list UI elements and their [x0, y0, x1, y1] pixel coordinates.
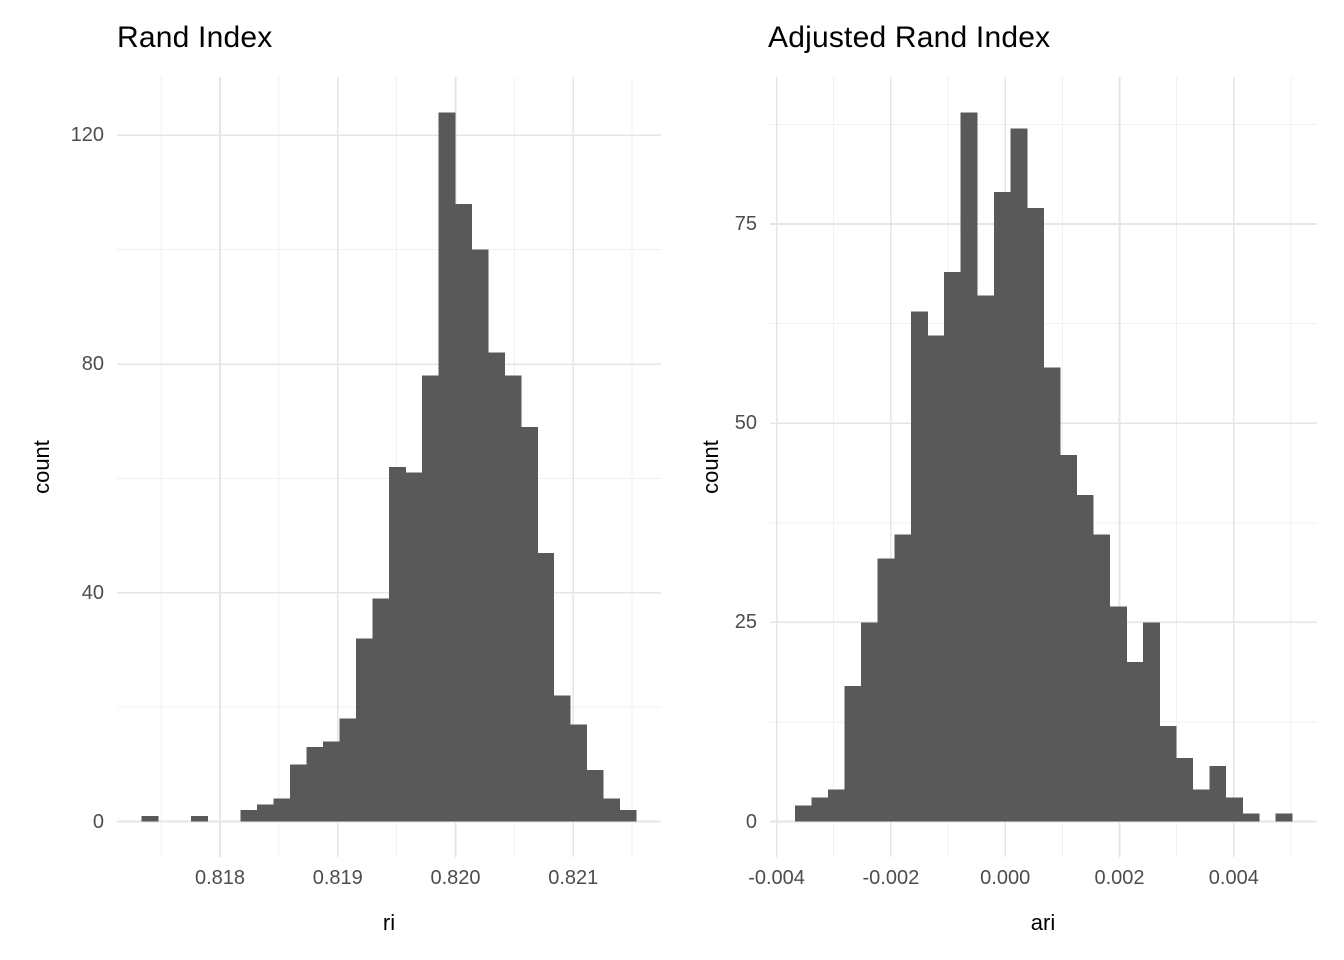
- x-tick-label: 0.821: [548, 867, 599, 889]
- plot-area-rand-index: [117, 77, 661, 857]
- histogram-bar: [1176, 757, 1194, 822]
- histogram-bar: [1275, 813, 1293, 822]
- histogram-bar: [553, 695, 571, 822]
- histogram-bar: [405, 472, 423, 822]
- histogram-bar: [372, 598, 390, 822]
- histogram-bar: [927, 335, 945, 822]
- x-tick-label: -0.002: [862, 867, 920, 889]
- x-tick-label: 0.004: [1208, 867, 1259, 889]
- histogram-bar: [191, 815, 209, 822]
- plot-title-adjusted-rand-index: Adjusted Rand Index: [768, 21, 1051, 54]
- histogram-bar: [1142, 622, 1160, 822]
- histogram-bar: [471, 249, 489, 822]
- plot-title-rand-index: Rand Index: [117, 21, 273, 54]
- histogram-bar: [1242, 813, 1260, 822]
- histogram-bar: [861, 622, 879, 822]
- histogram-bar: [356, 638, 373, 822]
- x-tick-label: 0.820: [430, 867, 481, 889]
- histogram-bar: [487, 352, 505, 822]
- histogram-bar: [520, 426, 538, 822]
- histogram-bar: [1159, 725, 1177, 822]
- histogram-bar: [454, 203, 472, 822]
- histogram-bar: [794, 805, 812, 822]
- y-tick-label: 0: [92, 810, 104, 833]
- histogram-svg: [117, 77, 661, 857]
- histogram-bar: [421, 375, 439, 822]
- x-tick-label: 0.819: [312, 867, 363, 889]
- histogram-bar: [844, 686, 862, 822]
- histogram-bar: [993, 192, 1011, 822]
- histogram-bar: [877, 558, 895, 822]
- histogram-bar: [1060, 455, 1078, 822]
- x-axis-title-ri: ri: [382, 910, 396, 935]
- histogram-bar: [570, 724, 588, 822]
- x-tick-label: 0.818: [194, 867, 246, 889]
- histogram-bar: [1093, 534, 1111, 822]
- histogram-bar: [257, 804, 275, 822]
- x-tick-label: 0.000: [980, 867, 1031, 889]
- histogram-bar: [1209, 765, 1227, 822]
- histogram-bar: [603, 798, 621, 822]
- histogram-bar: [389, 467, 406, 822]
- y-axis-title-count-right: count: [698, 440, 723, 494]
- y-tick-label: 50: [734, 412, 757, 435]
- histogram-bar: [273, 798, 291, 822]
- histogram-bar: [1076, 494, 1094, 822]
- x-axis-title-ari: ari: [1030, 910, 1056, 935]
- histogram-bar: [306, 747, 324, 822]
- y-tick-label: 0: [745, 810, 757, 833]
- histogram-bar: [910, 311, 928, 822]
- histogram-bar: [586, 770, 604, 822]
- y-axis-title-count-left: count: [29, 440, 54, 494]
- histogram-bar: [828, 789, 845, 822]
- histogram-bar: [1043, 367, 1061, 822]
- plot-area-adjusted-rand-index: [770, 77, 1317, 857]
- histogram-bar: [619, 810, 637, 822]
- histogram-bar: [537, 552, 555, 822]
- x-tick-label: 0.002: [1094, 867, 1145, 889]
- histogram-bar: [1126, 662, 1144, 822]
- histogram-bar: [141, 815, 159, 822]
- histogram-bar: [1192, 789, 1210, 822]
- histogram-bar: [944, 271, 962, 822]
- histogram-bar: [339, 718, 357, 822]
- histogram-bar: [438, 112, 456, 822]
- histogram-bar: [323, 741, 340, 822]
- histogram-svg: [770, 77, 1317, 857]
- histogram-bar: [1109, 606, 1127, 822]
- histogram-bar: [894, 534, 912, 822]
- y-tick-label: 120: [70, 124, 104, 147]
- y-tick-label: 40: [81, 581, 104, 604]
- y-tick-label: 25: [734, 611, 757, 634]
- histogram-bar: [1225, 797, 1243, 822]
- histogram-bar: [1010, 128, 1028, 822]
- x-tick-label: -0.004: [748, 867, 805, 889]
- y-tick-label: 80: [81, 353, 104, 376]
- histogram-bar: [504, 375, 522, 822]
- histogram-bar: [1026, 208, 1044, 822]
- histogram-bar: [290, 764, 307, 822]
- histogram-bar: [977, 295, 995, 822]
- histogram-bar: [240, 810, 258, 822]
- histogram-bar: [811, 797, 829, 822]
- y-tick-label: 75: [734, 212, 757, 235]
- histogram-bar: [960, 112, 978, 822]
